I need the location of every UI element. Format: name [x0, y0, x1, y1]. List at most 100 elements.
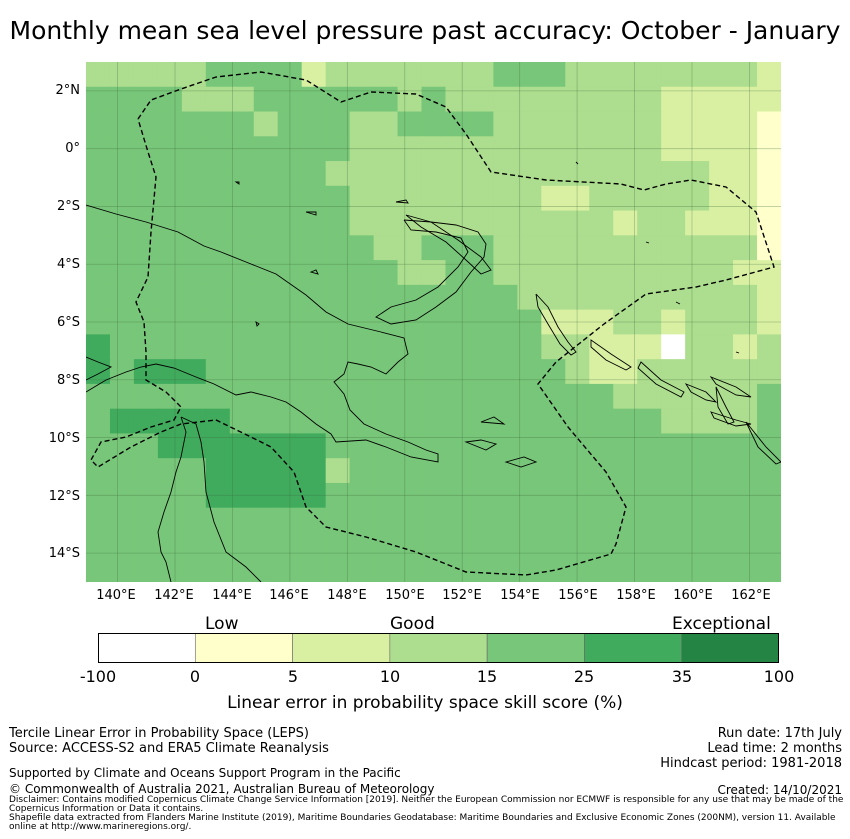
skill-grid-cells [86, 62, 781, 582]
skill-cell [565, 86, 590, 113]
skill-cell [86, 507, 111, 534]
skill-cell [181, 334, 207, 360]
skill-cell [445, 161, 471, 187]
skill-cell [229, 161, 255, 187]
skill-cell [469, 433, 495, 459]
skill-cell [733, 111, 758, 137]
skill-cell [757, 433, 781, 459]
skill-cell [253, 433, 279, 459]
skill-cell [757, 408, 781, 435]
skill-cell [637, 185, 662, 212]
skill-cell [133, 309, 159, 335]
skill-cell [589, 86, 614, 113]
skill-cell [661, 185, 686, 212]
skill-cell [541, 161, 566, 187]
skill-cell [325, 482, 351, 509]
skill-cell [517, 359, 542, 385]
skill-cell [589, 185, 614, 212]
skill-cell [349, 309, 375, 335]
skill-cell [445, 383, 471, 410]
skill-cell [517, 458, 542, 484]
skill-cell [517, 210, 542, 236]
skill-cell [445, 260, 471, 286]
skill-cell [565, 210, 590, 236]
skill-cell [493, 210, 518, 236]
skill-cell [157, 185, 183, 212]
skill-cell [205, 62, 231, 88]
skill-cell [661, 62, 686, 88]
skill-cell [733, 136, 758, 162]
skill-cell [397, 408, 423, 435]
skill-cell [421, 161, 447, 187]
skill-cell [229, 433, 255, 459]
skill-cell [86, 62, 111, 88]
skill-cell [565, 136, 590, 162]
skill-cell [733, 532, 758, 558]
skill-cell [253, 458, 279, 484]
lat-label-0: 0° [65, 141, 80, 156]
skill-cell [421, 62, 447, 88]
skill-cell [757, 62, 781, 88]
skill-cell [253, 136, 279, 162]
skill-cell [325, 359, 351, 385]
skill-cell [757, 161, 781, 187]
eez-boundary [90, 71, 775, 576]
skill-cell [397, 260, 423, 286]
skill-cell [637, 260, 662, 286]
skill-cell [373, 482, 399, 509]
skill-cell [709, 284, 734, 311]
skill-cell [541, 408, 566, 435]
skill-cell [541, 111, 566, 137]
skill-cell [253, 309, 279, 335]
skill-cell [493, 507, 518, 534]
colorbar-swatch [292, 633, 391, 663]
skill-cell [661, 532, 686, 558]
skill-cell [181, 383, 207, 410]
skill-cell [493, 136, 518, 162]
skill-cell [86, 359, 111, 385]
skill-cell [565, 235, 590, 261]
skill-cell [133, 557, 159, 582]
skill-cell [301, 383, 327, 410]
skill-cell [157, 62, 183, 88]
skill-cell [373, 458, 399, 484]
lon-label-162e: 162°E [731, 588, 771, 603]
lon-label-142e: 142°E [154, 588, 194, 603]
lat-label-10s: 10°S [48, 431, 80, 446]
colorbar-swatch [389, 633, 488, 663]
skill-cell [637, 507, 662, 534]
skill-cell [469, 210, 495, 236]
skill-cell [325, 433, 351, 459]
skill-cell [205, 111, 231, 137]
skill-cell [565, 408, 590, 435]
skill-cell [373, 507, 399, 534]
skill-cell [589, 210, 614, 236]
skill-cell [421, 458, 447, 484]
skill-cell [589, 408, 614, 435]
skill-cell [565, 458, 590, 484]
skill-cell [205, 185, 231, 212]
skill-cell [277, 334, 303, 360]
skill-cell [517, 235, 542, 261]
skill-cell [109, 383, 135, 410]
skill-cell [757, 334, 781, 360]
skill-cell [86, 482, 111, 509]
skill-cell [613, 532, 638, 558]
skill-cell [493, 482, 518, 509]
skill-cell [109, 111, 135, 137]
skill-cell [493, 260, 518, 286]
skill-cell [181, 532, 207, 558]
skill-cell [253, 359, 279, 385]
skill-cell [445, 334, 471, 360]
skill-cell [349, 185, 375, 212]
vanuatu-coastline [715, 386, 781, 465]
skill-cell [493, 408, 518, 435]
skill-cell [709, 433, 734, 459]
skill-cell [181, 86, 207, 113]
skill-cell [613, 185, 638, 212]
skill-cell [181, 284, 207, 311]
skill-cell [421, 86, 447, 113]
lon-label-154e: 154°E [500, 588, 540, 603]
skill-cell [445, 458, 471, 484]
skill-cell [541, 309, 566, 335]
